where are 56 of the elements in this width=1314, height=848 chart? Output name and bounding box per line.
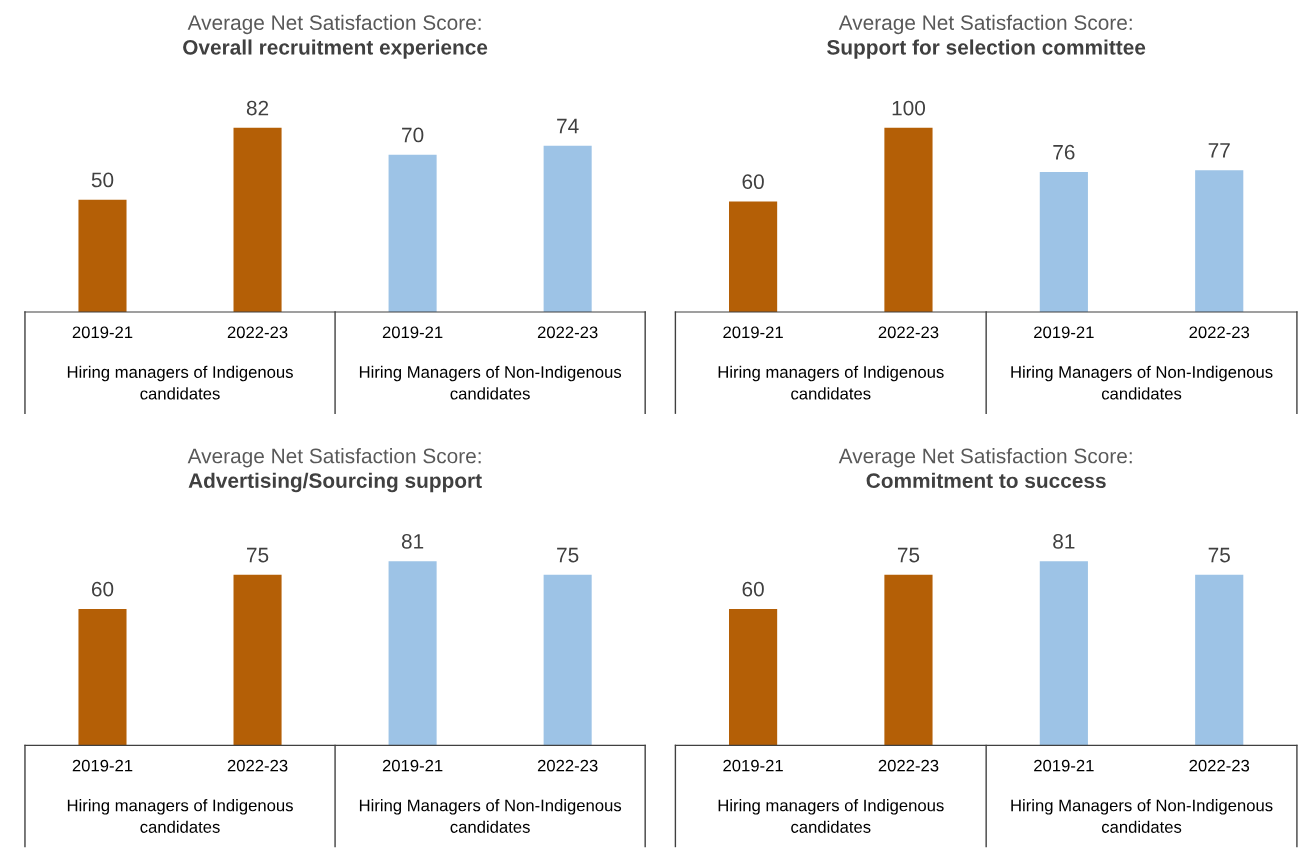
text: Hiring managers of Indigenous candidates	[67, 365, 293, 400]
x-tick-label: 2019-21	[1034, 759, 1094, 772]
chart-subtitle: Support for selection committee	[827, 39, 1146, 59]
x-tick-label: 2019-21	[723, 759, 783, 772]
data-label: 75	[247, 547, 269, 563]
data-label: 81	[1053, 533, 1075, 549]
data-label: 76	[1053, 144, 1075, 160]
data-label: 75	[897, 547, 920, 563]
x-tick-label: 2022-23	[537, 759, 598, 772]
chart-title: Average Net Satisfaction Score:	[838, 448, 1132, 468]
data-label: 60	[91, 581, 114, 597]
x-tick-label: 2022-23	[1189, 326, 1250, 339]
data-label: 75	[557, 547, 579, 563]
x-tick-label: 2019-21	[382, 759, 443, 772]
data-label: 50	[91, 172, 114, 188]
bar	[543, 145, 592, 313]
text: Hiring managers of Indigenous candidates	[718, 799, 944, 833]
text: Hiring Managers of Non-Indigenous candidates	[359, 799, 622, 833]
x-tick-label: 2019-21	[382, 326, 443, 339]
bar	[233, 127, 282, 313]
chart-title: Average Net Satisfaction Score:	[838, 14, 1132, 35]
x-tick-label: 2019-21	[72, 326, 133, 339]
bar	[729, 201, 778, 313]
chart-subtitle: Advertising/Sourcing support	[188, 472, 482, 493]
text: Hiring Managers of Non-Indigenous candidates	[1011, 799, 1273, 833]
chart-subtitle: Commitment to success	[866, 472, 1106, 489]
bar	[78, 199, 127, 313]
x-tick-label: 2022-23	[878, 759, 939, 772]
data-label: 75	[1208, 547, 1230, 563]
data-label: 100	[892, 100, 926, 116]
x-tick-label: 2022-23	[227, 326, 288, 339]
chart-subtitle: Overall recruitment experience	[183, 39, 488, 59]
data-label: 82	[246, 100, 269, 116]
bar	[884, 127, 933, 313]
x-tick-label: 2022-23	[1189, 759, 1250, 772]
data-label: 60	[742, 174, 764, 190]
data-label: 81	[401, 533, 424, 549]
x-tick-label: 2022-23	[878, 326, 939, 339]
text: Hiring managers of Indigenous candidates	[718, 365, 944, 400]
chart-title: Average Net Satisfaction Score:	[187, 448, 481, 468]
bar	[388, 154, 437, 313]
text: Hiring Managers of Non-Indigenous candidates	[359, 365, 622, 400]
x-tick-label: 2022-23	[227, 759, 288, 772]
x-tick-label: 2022-23	[537, 326, 598, 339]
data-label: 60	[742, 581, 764, 597]
bar	[1039, 172, 1088, 313]
bar	[1195, 170, 1244, 313]
x-tick-label: 2019-21	[1034, 326, 1094, 339]
data-label: 70	[402, 127, 424, 143]
chart-title: Average Net Satisfaction Score:	[187, 14, 481, 35]
data-label: 74	[557, 118, 579, 134]
text: Hiring managers of Indigenous candidates	[67, 799, 293, 833]
x-tick-label: 2019-21	[723, 326, 783, 339]
x-tick-label: 2019-21	[72, 759, 133, 772]
text: Hiring Managers of Non-Indigenous candidates	[1011, 365, 1273, 400]
data-label: 77	[1208, 143, 1230, 158]
